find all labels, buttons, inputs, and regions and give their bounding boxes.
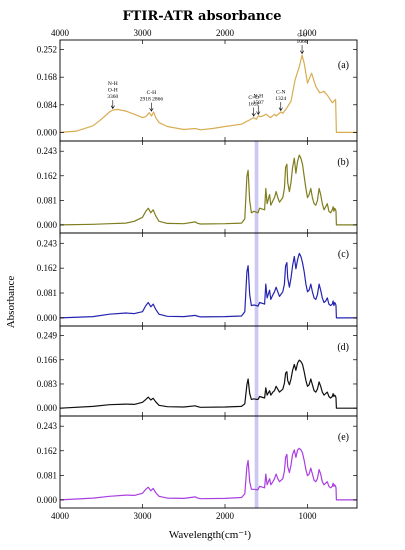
annotation-text: C-H	[147, 90, 157, 96]
annotation-arrowhead	[110, 105, 115, 110]
y-tick-label: 0.000	[37, 403, 58, 413]
y-tick-label: 0.243	[37, 238, 58, 248]
x-tick-label-bottom: 3000	[134, 511, 153, 521]
chart-title: FTIR-ATR absorbance	[122, 9, 281, 24]
annotation-arrowhead	[256, 111, 261, 116]
y-tick-label: 0.162	[37, 446, 57, 456]
panel-frame	[59, 415, 358, 509]
x-tick-label-bottom: 1000	[299, 511, 318, 521]
spectrum-line	[59, 252, 357, 319]
y-tick-label: 0.252	[37, 45, 57, 55]
y-tick-label: 0.249	[37, 331, 58, 341]
y-tick-label: 0.000	[37, 220, 58, 230]
annotation-arrowhead	[278, 107, 283, 112]
spectrum-line	[59, 54, 357, 133]
x-tick-label-top: 1000	[299, 28, 318, 38]
panel-label: (e)	[338, 432, 349, 443]
annotation-text: 2918 2866	[140, 97, 164, 103]
y-tick-label: 0.243	[37, 146, 58, 156]
panel-frame	[59, 140, 358, 234]
y-tick-label: 0.000	[37, 313, 58, 323]
annotation-text: C=O	[248, 95, 259, 101]
y-tick-label: 0.081	[37, 470, 57, 480]
y-axis-title: Absorbance	[5, 276, 17, 329]
annotation-text: 1652	[248, 102, 259, 108]
y-tick-label: 0.083	[37, 379, 58, 389]
panel-c: 0.000 0.081 0.162 0.243 (c)	[37, 232, 358, 327]
panel-frame	[59, 39, 358, 142]
y-tick-label: 0.166	[37, 355, 58, 365]
plot-layer: 0.0000.0840.1680.252(a)N-HO-H3360C-H2918…	[37, 28, 358, 521]
x-tick-label-top: 2000	[216, 28, 235, 38]
panel-d: 0.000 0.083 0.166 0.249 (d)	[37, 325, 358, 417]
annotation-text: 1324	[275, 96, 286, 102]
y-tick-label: 0.000	[37, 127, 58, 137]
y-tick-label: 0.243	[37, 421, 58, 431]
y-tick-label: 0.168	[37, 72, 58, 82]
y-tick-label: 0.081	[37, 195, 57, 205]
y-tick-label: 0.084	[37, 100, 58, 110]
spectrum-line	[59, 447, 357, 501]
x-axis-title: Wavelength(cm⁻¹)	[169, 529, 251, 541]
y-tick-label: 0.162	[37, 263, 57, 273]
annotation-text: 1066	[297, 39, 308, 45]
x-tick-label-top: 4000	[51, 28, 70, 38]
spectrum-line	[59, 359, 357, 409]
annotation-text: N-H	[108, 81, 118, 87]
panel-b: 0.000 0.081 0.162 0.243 (b)	[37, 140, 358, 234]
highlight-band	[254, 141, 259, 508]
panel-frame	[59, 325, 358, 417]
annotation-text: C-N	[276, 90, 286, 96]
annotation-text: O-H	[108, 88, 118, 94]
annotation-text: 1597	[253, 100, 264, 106]
annotation-arrowhead	[251, 112, 256, 117]
panel-e: 0.000 0.081 0.162 0.243 (e)	[37, 415, 358, 509]
x-tick-label-bottom: 4000	[51, 511, 70, 521]
y-tick-label: 0.081	[37, 288, 57, 298]
panel-label: (c)	[338, 249, 349, 260]
y-tick-label: 0.162	[37, 171, 57, 181]
panel-label: (a)	[338, 60, 349, 71]
annotation-arrowhead	[149, 108, 154, 112]
panel-a: 0.0000.0840.1680.252(a)N-HO-H3360C-H2918…	[37, 33, 358, 142]
panel-frame	[59, 232, 358, 327]
spectrum-line	[59, 154, 357, 226]
panel-label: (b)	[337, 157, 349, 168]
panel-label: (d)	[337, 342, 349, 353]
annotation-text: C-O	[297, 33, 307, 39]
annotation-arrowhead	[299, 50, 305, 55]
annotation-text: 3360	[107, 94, 118, 100]
x-tick-label-bottom: 2000	[216, 511, 235, 521]
x-tick-label-top: 3000	[134, 28, 153, 38]
annotation-text: N-H	[253, 93, 263, 99]
y-tick-label: 0.000	[37, 495, 58, 505]
